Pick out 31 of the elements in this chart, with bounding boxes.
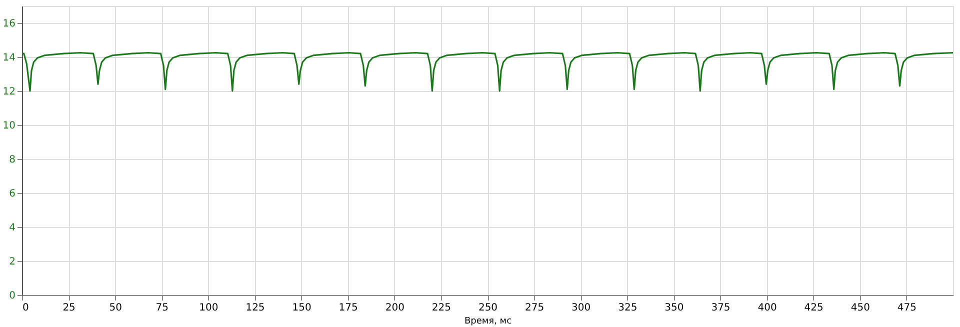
y-tick-label: 16 xyxy=(2,18,16,30)
x-tick-label: 225 xyxy=(432,302,451,314)
x-tick-label: 125 xyxy=(246,302,265,314)
x-tick-label: 275 xyxy=(525,302,544,314)
x-tick-label: 300 xyxy=(572,302,591,314)
x-tick-label: 425 xyxy=(804,302,824,314)
x-tick-label: 475 xyxy=(897,302,916,314)
x-tick-label: 75 xyxy=(156,302,169,314)
x-tick-label: 100 xyxy=(199,302,218,314)
x-tick-label: 450 xyxy=(850,302,870,314)
y-tick-label: 12 xyxy=(2,86,16,98)
y-tick-label: 10 xyxy=(2,120,16,132)
x-tick-label: 175 xyxy=(338,302,358,314)
y-tick-label: 6 xyxy=(9,188,16,200)
y-tick-label: 2 xyxy=(9,256,16,268)
y-tick-label: 8 xyxy=(9,154,16,166)
y-tick-label: 4 xyxy=(9,222,16,234)
x-axis-title: Время, мс xyxy=(464,316,512,326)
line-series xyxy=(21,52,954,92)
x-tick-label: 50 xyxy=(109,302,122,314)
x-tick-label: 0 xyxy=(22,302,29,314)
x-tick-label: 250 xyxy=(478,302,498,314)
x-tick-label: 350 xyxy=(664,302,684,314)
x-tick-label: 200 xyxy=(385,302,404,314)
x-tick-label: 325 xyxy=(618,302,638,314)
x-tick-label: 25 xyxy=(62,302,76,314)
x-tick-label: 375 xyxy=(711,302,730,314)
x-tick-label: 400 xyxy=(758,302,777,314)
x-tick-label: 150 xyxy=(292,302,312,314)
y-tick-label: 0 xyxy=(9,290,16,302)
y-tick-label: 14 xyxy=(2,52,16,64)
